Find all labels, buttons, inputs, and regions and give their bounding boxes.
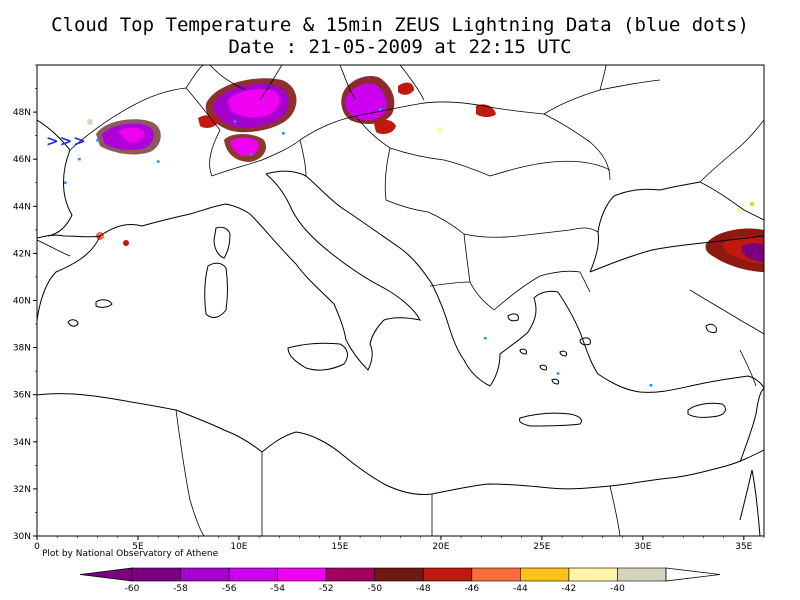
lightning-dot <box>249 153 253 156</box>
x-tick-label: 35E <box>735 542 752 552</box>
colorbar-label: -48 <box>416 584 431 594</box>
lightning-dot <box>532 57 535 60</box>
colorbar-label: -60 <box>125 584 140 594</box>
colorbar-label: -56 <box>222 584 237 594</box>
y-tick-label: 42N <box>13 249 31 259</box>
colorbar-label: -42 <box>562 584 577 594</box>
colorbar-swatch <box>374 567 424 582</box>
lightning-dot <box>78 157 81 161</box>
x-tick-label: 30E <box>634 542 651 552</box>
colorbar-label: -44 <box>513 584 528 594</box>
y-tick-label: 32N <box>13 485 31 495</box>
lightning-dot <box>156 160 160 163</box>
lightning-dot <box>379 108 382 112</box>
x-tick-label: 0 <box>34 542 40 552</box>
y-tick-label: 46N <box>13 155 31 165</box>
country-borders <box>37 65 764 536</box>
coastlines <box>37 119 764 536</box>
x-tick-label: 10E <box>230 542 247 552</box>
y-tick-label: 44N <box>13 202 31 212</box>
lightning-dot <box>282 131 285 135</box>
colorbar-swatch <box>617 567 667 582</box>
colorbar-label: -58 <box>173 584 188 594</box>
colorbar-low-arrow <box>79 567 133 582</box>
map-title: Cloud Top Temperature & 15min ZEUS Light… <box>51 14 749 36</box>
credit-text: Plot by National Observatory of Athene <box>42 549 219 559</box>
y-tick-label: 30N <box>13 532 31 542</box>
x-tick-label: 25E <box>533 542 550 552</box>
colorbar-swatch <box>471 567 521 582</box>
temperature-colorbar: -60 -58 -56 -54 -52 -50 -48 -46 -44 -42 -40 <box>79 567 721 594</box>
colorbar-swatch <box>325 567 376 582</box>
arrow-marker: >>> <box>46 132 87 150</box>
colorbar-label: -52 <box>319 584 334 594</box>
colorbar-swatch <box>520 567 570 582</box>
y-tick-label: 48N <box>13 108 31 118</box>
x-tick-label: 5E <box>132 542 144 552</box>
y-tick-label: 36N <box>13 391 31 401</box>
x-tick-label: 20E <box>432 542 449 552</box>
colorbar-label: -50 <box>367 584 382 594</box>
colorbar-swatch <box>568 567 618 582</box>
lightning-dots <box>63 57 653 387</box>
lightning-dot <box>96 139 99 142</box>
colorbar-swatch <box>422 567 473 582</box>
colorbar-high-arrow <box>665 567 721 582</box>
map-date-subtitle: Date : 21-05-2009 at 22:15 UTC <box>228 36 572 58</box>
lightning-dot <box>233 120 237 123</box>
y-axis: 30N 32N 34N 36N 38N 40N 42N 44N 46N 48N <box>13 64 37 542</box>
y-tick-label: 34N <box>13 438 31 448</box>
map-area <box>37 57 764 536</box>
cloud-cells <box>87 76 764 272</box>
colorbar-swatch <box>131 567 181 582</box>
lightning-dot <box>649 383 653 387</box>
colorbar-swatch <box>277 567 327 582</box>
colorbar-label: -40 <box>610 584 625 594</box>
y-tick-label: 40N <box>13 297 31 307</box>
x-axis: 0 5E 10E 15E 20E 25E 30E 35E <box>34 536 765 552</box>
colorbar-swatch <box>228 567 278 582</box>
lightning-dot <box>484 336 487 340</box>
colorbar-label: -46 <box>464 584 479 594</box>
x-tick-label: 15E <box>331 542 348 552</box>
y-tick-label: 38N <box>13 344 31 354</box>
lightning-dot <box>556 372 560 375</box>
colorbar-label: -54 <box>270 584 285 594</box>
colorbar-swatch <box>180 567 230 582</box>
lightning-dot <box>63 181 67 185</box>
